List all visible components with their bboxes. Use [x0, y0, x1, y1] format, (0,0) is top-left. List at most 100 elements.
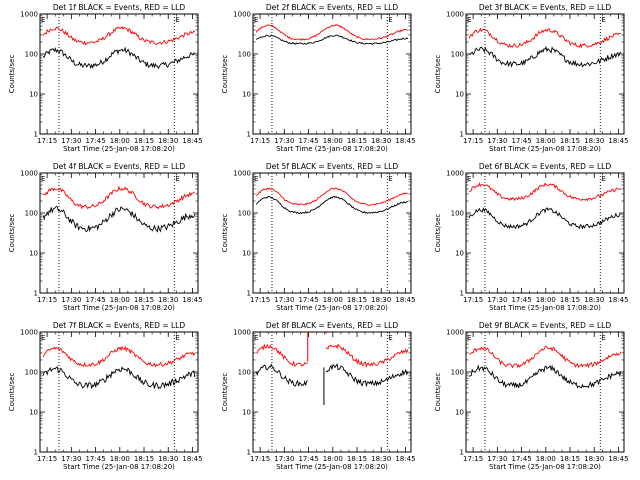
y-tick-label: 100 — [25, 369, 38, 377]
event-marker-label: E — [41, 175, 45, 183]
lld-series-line — [42, 25, 196, 46]
x-tick-label: 18:45 — [395, 455, 415, 463]
y-tick-label: 10 — [242, 250, 251, 258]
lld-series-line — [469, 182, 622, 202]
lld-series-line — [255, 187, 408, 206]
event-marker-label: E — [601, 16, 605, 24]
x-tick-label: 18:30 — [371, 137, 391, 145]
detector-panel: Det 1f BLACK = Events, RED = LLD 1 10 100 10… — [8, 3, 203, 153]
lld-series-line — [255, 24, 408, 41]
x-tick-label: 18:30 — [584, 455, 604, 463]
y-tick-label: 1 — [34, 131, 38, 139]
x-tick-label: 17:15 — [37, 137, 57, 145]
event-marker-label: E — [388, 16, 392, 24]
event-marker-label: E — [467, 175, 471, 183]
x-tick-label: 17:45 — [85, 455, 105, 463]
event-marker-label: E — [254, 16, 258, 24]
events-series-line — [255, 363, 409, 387]
lld-series-line — [43, 185, 196, 210]
y-axis-label: Counts/sec — [8, 214, 16, 253]
y-tick-label: 100 — [238, 210, 251, 218]
y-axis-label: Counts/sec — [221, 55, 229, 94]
lld-series-line — [469, 345, 622, 369]
detector-panel: Det 6f BLACK = Events, RED = LLD 1 10 100 10… — [434, 162, 629, 312]
events-series-line — [255, 34, 409, 45]
x-tick-label: 18:15 — [347, 296, 367, 304]
event-marker-label: E — [601, 334, 605, 342]
detector-panel: Det 5f BLACK = Events, RED = LLD 1 10 100 10… — [221, 162, 416, 312]
event-marker-label: E — [254, 334, 258, 342]
x-tick-label: 18:30 — [158, 296, 178, 304]
y-axis-label: Counts/sec — [8, 55, 16, 94]
x-tick-label: 17:15 — [37, 296, 57, 304]
x-axis-label: Start Time (25-Jan-08 17:08:20) — [63, 463, 175, 471]
detector-panel: Det 4f BLACK = Events, RED = LLD 1 10 100 10… — [8, 162, 203, 312]
x-tick-label: 18:00 — [323, 455, 343, 463]
y-tick-label: 1000 — [20, 11, 38, 19]
y-tick-label: 1000 — [446, 11, 464, 19]
panel-title: Det 7f BLACK = Events, RED = LLD — [53, 321, 186, 330]
lld-series-line — [256, 343, 409, 368]
y-tick-label: 100 — [238, 51, 251, 59]
lld-series-line — [42, 345, 196, 368]
x-tick-label: 18:00 — [110, 455, 130, 463]
x-axis-label: Start Time (25-Jan-08 17:08:20) — [63, 304, 175, 312]
x-tick-label: 17:45 — [298, 137, 318, 145]
x-axis-label: Start Time (25-Jan-08 17:08:20) — [276, 463, 388, 471]
events-series-line — [468, 364, 622, 389]
detector-panel: Det 2f BLACK = Events, RED = LLD 1 10 100 10… — [221, 3, 416, 153]
events-series-line — [468, 206, 622, 230]
x-axis-label: Start Time (25-Jan-08 17:08:20) — [63, 145, 175, 153]
x-tick-label: 18:45 — [608, 296, 628, 304]
x-tick-label: 17:30 — [274, 296, 294, 304]
x-tick-label: 18:15 — [560, 455, 580, 463]
lld-series-line — [468, 27, 621, 49]
x-tick-label: 18:30 — [158, 137, 178, 145]
plot-frame — [39, 331, 199, 453]
x-tick-label: 18:15 — [560, 137, 580, 145]
x-tick-label: 18:00 — [323, 137, 343, 145]
y-tick-label: 1000 — [20, 170, 38, 178]
y-tick-label: 10 — [29, 91, 38, 99]
y-tick-label: 1000 — [446, 329, 464, 337]
y-tick-label: 10 — [29, 409, 38, 417]
y-axis-label: Counts/sec — [8, 373, 16, 412]
event-marker-label: E — [601, 175, 605, 183]
detector-panel: Det 7f BLACK = Events, RED = LLD 1 10 100 10… — [8, 321, 203, 471]
panel-title: Det 3f BLACK = Events, RED = LLD — [479, 3, 612, 12]
x-tick-label: 18:00 — [110, 296, 130, 304]
x-tick-label: 17:30 — [274, 455, 294, 463]
x-tick-label: 18:30 — [371, 455, 391, 463]
y-tick-label: 100 — [451, 51, 464, 59]
x-tick-label: 18:00 — [536, 455, 556, 463]
panel-title: Det 9f BLACK = Events, RED = LLD — [479, 321, 612, 330]
x-tick-label: 18:45 — [608, 455, 628, 463]
y-tick-label: 100 — [451, 369, 464, 377]
event-marker-label: E — [175, 175, 179, 183]
panel-title: Det 8f BLACK = Events, RED = LLD — [266, 321, 399, 330]
y-tick-label: 1000 — [233, 11, 251, 19]
event-marker-label: E — [467, 16, 471, 24]
event-marker-label: E — [41, 334, 45, 342]
y-tick-label: 100 — [25, 210, 38, 218]
x-tick-label: 18:15 — [347, 137, 367, 145]
event-marker-label: E — [254, 175, 258, 183]
x-axis-label: Start Time (25-Jan-08 17:08:20) — [489, 304, 601, 312]
plot-frame — [39, 172, 199, 294]
plot-frame — [252, 172, 412, 294]
events-series-line — [468, 45, 622, 68]
events-series-line — [42, 366, 196, 390]
panel-title: Det 6f BLACK = Events, RED = LLD — [479, 162, 612, 171]
x-tick-label: 17:30 — [61, 296, 81, 304]
x-tick-label: 18:00 — [110, 137, 130, 145]
y-axis-label: Counts/sec — [221, 214, 229, 253]
x-tick-label: 18:30 — [158, 455, 178, 463]
events-series-line — [255, 195, 408, 215]
y-tick-label: 10 — [29, 250, 38, 258]
x-tick-label: 18:45 — [395, 137, 415, 145]
x-axis-label: Start Time (25-Jan-08 17:08:20) — [276, 304, 388, 312]
x-tick-label: 17:15 — [463, 455, 483, 463]
y-tick-label: 1000 — [233, 170, 251, 178]
x-axis-label: Start Time (25-Jan-08 17:08:20) — [276, 145, 388, 153]
y-tick-label: 100 — [25, 51, 38, 59]
